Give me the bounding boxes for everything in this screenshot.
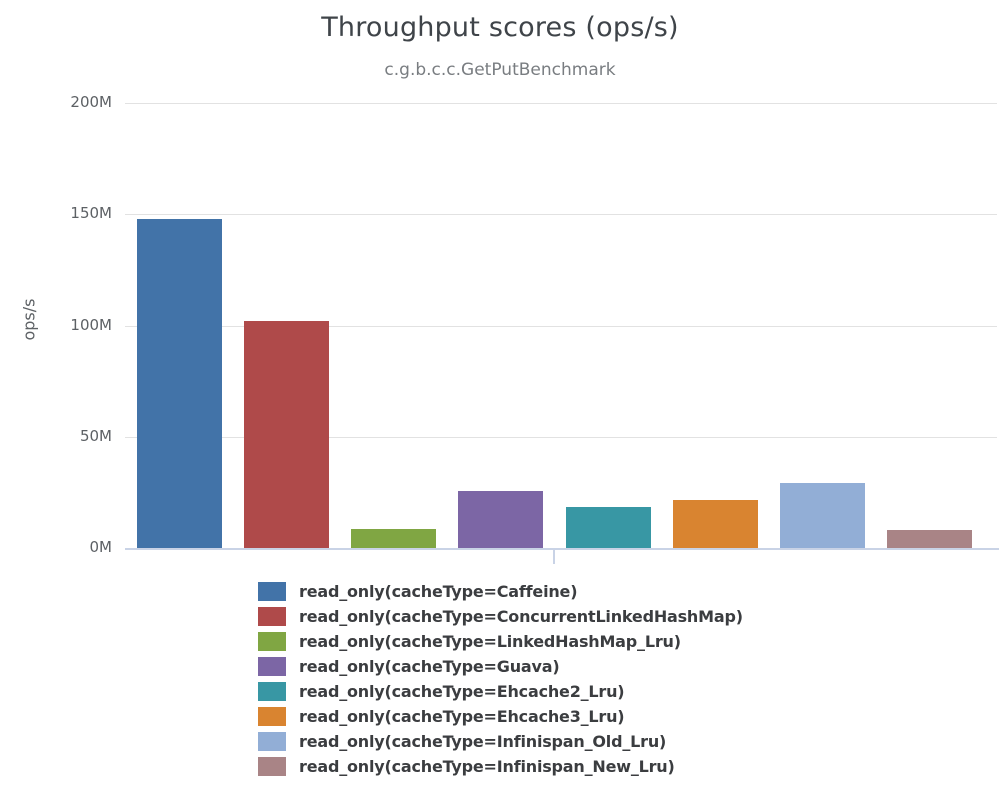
- legend-item-read_only(cacheType=Ehcache2_Lru)[interactable]: read_only(cacheType=Ehcache2_Lru): [258, 679, 743, 704]
- legend-item-read_only(cacheType=Infinispan_Old_Lru)[interactable]: read_only(cacheType=Infinispan_Old_Lru): [258, 729, 743, 754]
- bar-read_only(cacheType=Caffeine)[interactable]: [137, 218, 222, 548]
- legend-label: read_only(cacheType=Infinispan_New_Lru): [299, 757, 675, 776]
- legend-item-read_only(cacheType=ConcurrentLinkedHashMap)[interactable]: read_only(cacheType=ConcurrentLinkedHash…: [258, 604, 743, 629]
- y-tick-label-200M: 200M: [70, 93, 112, 111]
- bar-read_only(cacheType=LinkedHashMap_Lru)[interactable]: [351, 529, 437, 548]
- legend-swatch-icon: [258, 757, 286, 776]
- chart-title: Throughput scores (ops/s): [321, 12, 679, 43]
- gridline-200M: [125, 103, 997, 104]
- legend-label: read_only(cacheType=ConcurrentLinkedHash…: [299, 607, 743, 626]
- gridline-50M: [125, 436, 997, 438]
- legend-item-read_only(cacheType=LinkedHashMap_Lru)[interactable]: read_only(cacheType=LinkedHashMap_Lru): [258, 629, 743, 654]
- y-tick-label-50M: 50M: [79, 426, 112, 445]
- bar-read_only(cacheType=Ehcache3_Lru)[interactable]: [672, 500, 758, 548]
- bar-read_only(cacheType=ConcurrentLinkedHashMap)[interactable]: [244, 321, 330, 548]
- x-axis-line: [125, 548, 999, 550]
- legend-swatch-icon: [258, 632, 286, 651]
- bar-read_only(cacheType=Guava)[interactable]: [458, 491, 544, 548]
- y-tick-label-150M: 150M: [70, 204, 112, 223]
- legend-label: read_only(cacheType=LinkedHashMap_Lru): [299, 632, 681, 651]
- legend-item-read_only(cacheType=Ehcache3_Lru)[interactable]: read_only(cacheType=Ehcache3_Lru): [258, 704, 743, 729]
- bar-read_only(cacheType=Ehcache2_Lru)[interactable]: [565, 506, 651, 548]
- legend-swatch-icon: [258, 682, 286, 701]
- gridline-150M: [125, 214, 997, 216]
- gridline-100M: [125, 325, 997, 327]
- legend-item-read_only(cacheType=Caffeine)[interactable]: read_only(cacheType=Caffeine): [258, 579, 743, 604]
- bar-read_only(cacheType=Infinispan_Old_Lru)[interactable]: [779, 483, 865, 548]
- legend-label: read_only(cacheType=Infinispan_Old_Lru): [299, 732, 667, 751]
- legend-swatch-icon: [258, 707, 286, 726]
- y-tick-label-100M: 100M: [70, 315, 112, 334]
- legend-swatch-icon: [258, 607, 286, 626]
- plot-area: [125, 103, 997, 548]
- legend-item-read_only(cacheType=Infinispan_New_Lru)[interactable]: read_only(cacheType=Infinispan_New_Lru): [258, 754, 743, 779]
- x-axis-tick: [553, 550, 555, 564]
- legend-label: read_only(cacheType=Ehcache3_Lru): [299, 707, 625, 726]
- legend-item-read_only(cacheType=Guava)[interactable]: read_only(cacheType=Guava): [258, 654, 743, 679]
- legend-label: read_only(cacheType=Caffeine): [299, 582, 578, 601]
- legend-swatch-icon: [258, 732, 286, 751]
- chart-subtitle: c.g.b.c.c.GetPutBenchmark: [384, 60, 616, 80]
- bar-read_only(cacheType=Infinispan_New_Lru)[interactable]: [887, 530, 973, 548]
- y-tick-label-0M: 0M: [89, 538, 113, 556]
- legend: read_only(cacheType=Caffeine) read_only(c…: [258, 579, 743, 779]
- legend-swatch-icon: [258, 657, 286, 676]
- legend-label: read_only(cacheType=Guava): [299, 657, 560, 676]
- legend-label: read_only(cacheType=Ehcache2_Lru): [299, 682, 625, 701]
- legend-swatch-icon: [258, 582, 286, 601]
